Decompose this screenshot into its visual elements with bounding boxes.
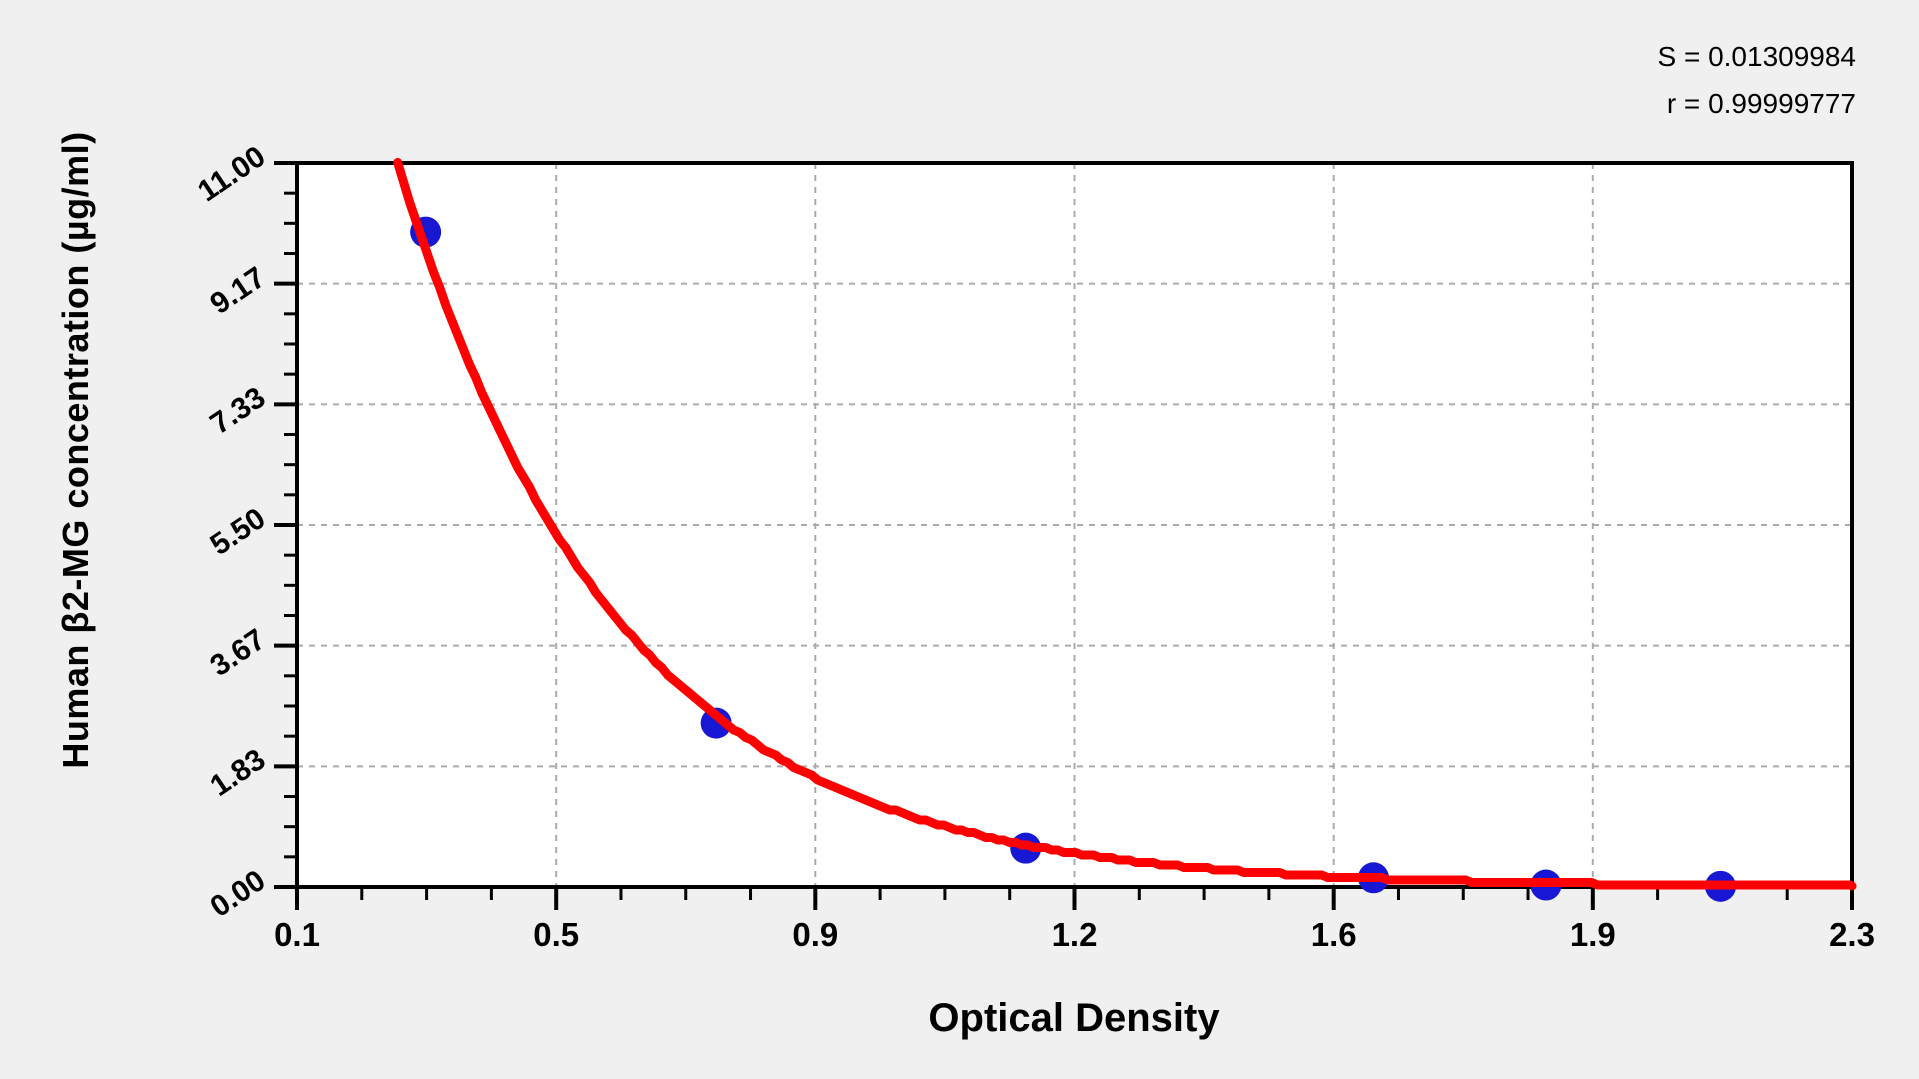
x-tick-label: 0.5 — [533, 916, 580, 953]
fit-curve — [393, 158, 1857, 891]
stat-s-value: S = 0.01309984 — [1657, 41, 1856, 72]
x-tick-label: 1.9 — [1569, 916, 1616, 953]
x-tick-label: 0.9 — [792, 916, 839, 953]
x-tick-label: 2.3 — [1829, 916, 1875, 953]
x-tick-label: 1.2 — [1051, 916, 1098, 953]
x-axis-title: Optical Density — [928, 996, 1220, 1040]
stat-r-value: r = 0.99999777 — [1666, 88, 1856, 119]
x-tick-label: 0.1 — [274, 916, 320, 953]
data-point — [700, 707, 732, 739]
fit-statistics: S = 0.01309984 r = 0.99999777 — [1657, 33, 1856, 127]
y-axis-title: Human β2-MG concentration (µg/ml) — [55, 131, 96, 769]
x-tick-label: 1.6 — [1310, 916, 1357, 953]
